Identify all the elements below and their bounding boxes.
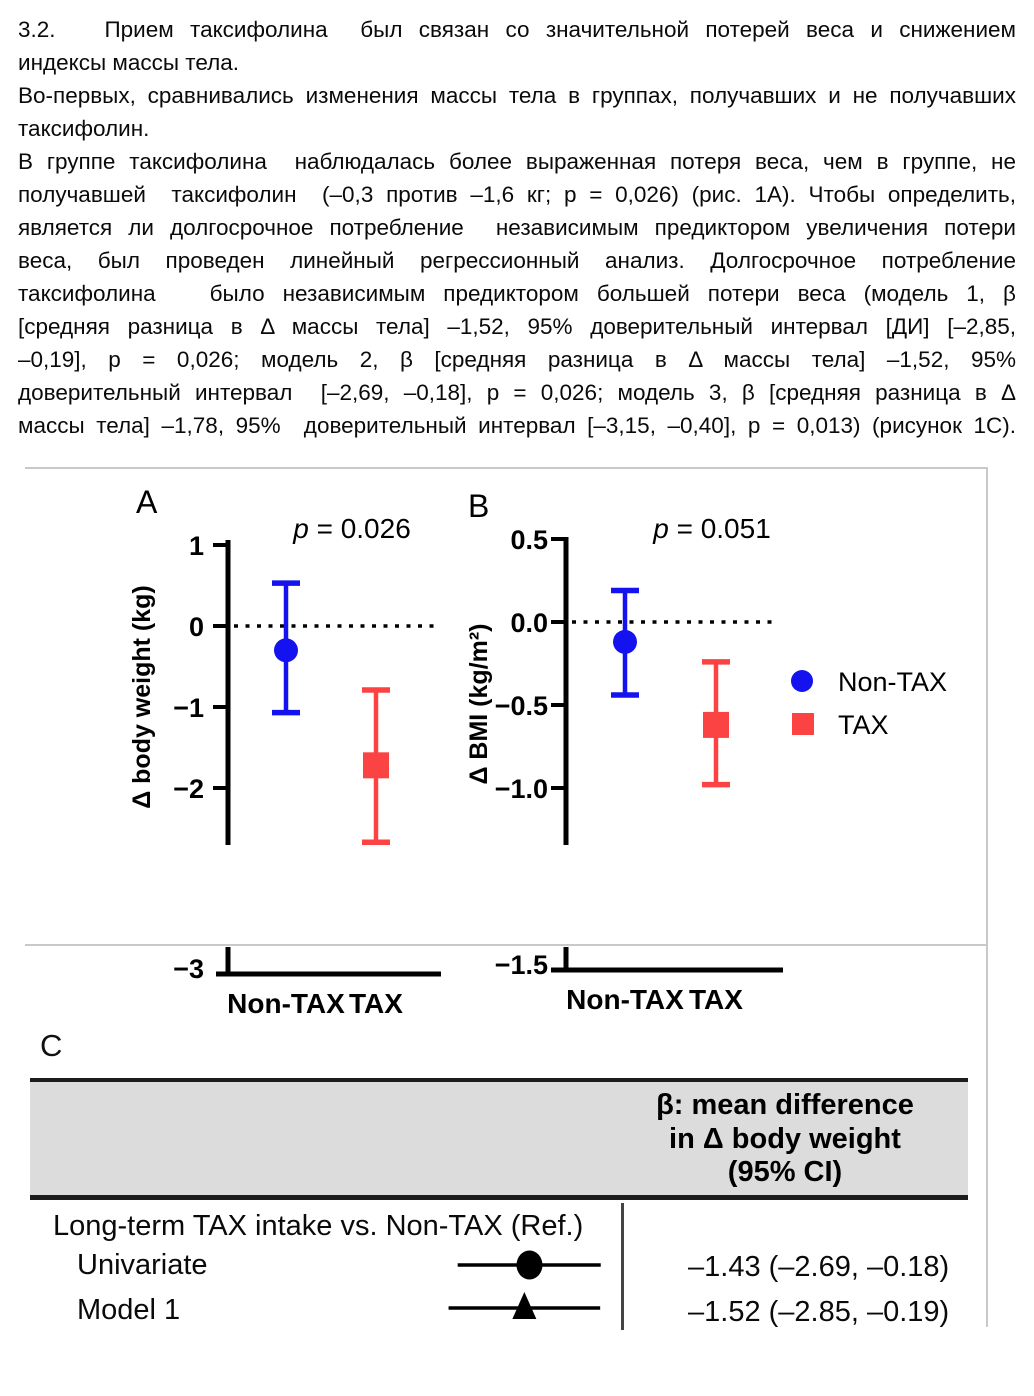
panel-a-x-category-label: TAX [349,988,403,1019]
table-c-header: β: mean difference in Δ body weight (95%… [620,1089,950,1190]
panel-a-marker-Non-TAX [274,638,298,663]
text-line: таксифолина было независимым предиктором… [18,281,1016,306]
panel-b-y-tick-label: −0.5 [495,691,548,721]
panel-b-y-axis-title: Δ BMI (kg/m²) [465,623,493,784]
text-line: –0,19], p = 0,026; модель 2, β [средняя … [18,347,1016,372]
panel-a-x-axis [216,971,441,977]
table-c-row-label: Model 1 [77,1294,181,1326]
panel-b-x-category-label: TAX [689,984,743,1015]
panel-b-marker-Non-TAX [613,629,637,654]
panel-b-y-tick-label: 0.5 [510,525,548,555]
figure-right-border [986,467,988,1327]
table-c-group-label: Long-term TAX intake vs. Non-TAX (Ref.) [53,1210,584,1242]
panel-b-y-tick-label: −1.5 [495,950,548,980]
table-c-ci-value: –1.52 (–2.85, –0.19) [688,1296,950,1328]
legend-label-TAX: TAX [838,710,889,740]
panel-a-y-tick-label: −1 [173,693,204,723]
panel-a-y-axis [225,540,231,845]
text-line: индексы массы тела. [18,50,240,75]
table-c-header-line3: (95% CI) [727,1156,843,1188]
forest-marker-model1 [448,1292,601,1319]
figure-split-border [25,944,988,946]
panel-b-x-axis [551,967,783,973]
text-line: веса, был проведен линейный регрессионны… [18,248,1016,273]
table-c-header-line2: in Δ body weight [669,1122,901,1155]
panel-a-marker-TAX [363,752,389,779]
text-line: доверительный интервал [–2,69, –0,18], p… [18,380,1016,405]
panel-c-label: C [40,1028,63,1063]
table-c-row-label: Univariate [77,1249,208,1281]
panel-a-x-category-label: Non-TAX [227,988,345,1019]
legend-marker-Non-TAX [791,670,813,692]
panel-a-y-tick-label: −2 [173,774,204,804]
article-text: 3.2. Прием таксифолина был связан со зна… [0,13,1034,442]
text-line: 3.2. Прием таксифолина был связан со зна… [18,17,1016,42]
panel-b-x-category-label: Non-TAX [566,984,684,1015]
panel-b-y-axis [563,537,569,845]
forest-estimate-circle [516,1250,543,1280]
panel-b-marker-TAX [703,711,729,738]
text-line: таксифолин. [18,116,150,141]
text-line: является ли долгосрочное потребление нез… [18,215,1016,240]
panel-a-y-tick-label: 0 [189,612,204,642]
panel-b-y-tick-label: 0.0 [510,608,548,638]
text-line: получавшей таксифолин (–0,3 против –1,6 … [18,182,1016,207]
legend-marker-TAX [792,713,814,735]
panel-a-y-tick-label: 1 [189,531,204,561]
text-line: массы тела] –1,78, 95% доверительный инт… [18,413,1016,438]
table-c-header-line1: β: mean difference [656,1089,914,1121]
table-c-ci-value: –1.43 (–2.69, –0.18) [688,1251,950,1283]
panel-b-letter: B [468,488,489,524]
panel-b-pvalue: p = 0.051 [652,513,771,544]
forest-marker-univariate [457,1250,601,1280]
legend-label-Non-TAX: Non-TAX [838,667,947,697]
text-line: Во-первых, сравнивались изменения массы … [18,83,1016,108]
panel-a-y-tick-label: −3 [173,954,204,984]
table-c-header-band: β: mean difference in Δ body weight (95%… [30,1078,968,1200]
panel-a-letter: A [136,484,158,520]
text-line: [средняя разница в Δ массы тела] –1,52, … [18,314,1016,339]
panel-a-y-axis-lower [225,947,231,977]
panel-a-pvalue: p = 0.026 [292,513,411,544]
table-c-column-divider [621,1203,624,1330]
text-line: В группе таксифолина наблюдалась более в… [18,149,1016,174]
panel-b-y-tick-label: −1.0 [495,774,548,804]
panel-b-y-axis-lower [563,947,569,973]
panel-a-y-axis-title: Δ body weight (kg) [128,585,156,809]
figure-top-border [25,467,988,469]
forest-estimate-triangle [512,1292,537,1319]
